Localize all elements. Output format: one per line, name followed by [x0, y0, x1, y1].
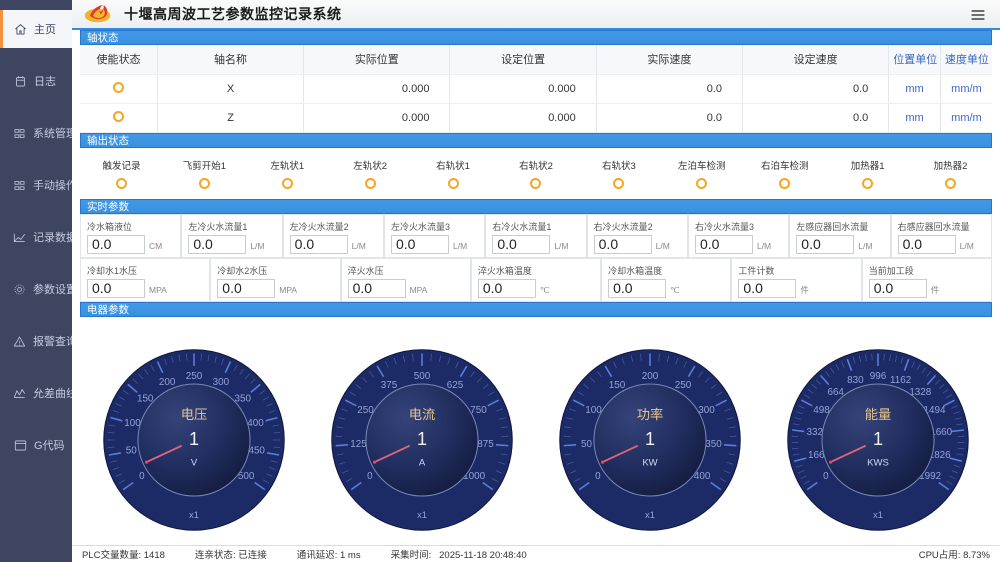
svg-text:1: 1 [873, 428, 883, 448]
svg-text:x1: x1 [189, 509, 199, 520]
svg-text:350: 350 [705, 438, 722, 449]
svg-text:0: 0 [367, 471, 373, 482]
svg-text:1: 1 [645, 428, 655, 448]
svg-text:250: 250 [675, 380, 692, 391]
svg-text:350: 350 [235, 393, 252, 404]
svg-text:0: 0 [139, 471, 145, 482]
svg-text:500: 500 [414, 370, 431, 381]
svg-text:0: 0 [823, 471, 829, 482]
svg-text:875: 875 [477, 438, 494, 449]
svg-text:100: 100 [124, 418, 141, 429]
svg-text:400: 400 [247, 418, 264, 429]
svg-text:400: 400 [694, 471, 711, 482]
svg-text:375: 375 [381, 380, 398, 391]
svg-text:750: 750 [470, 405, 487, 416]
svg-text:332: 332 [807, 427, 823, 438]
svg-text:250: 250 [186, 370, 203, 381]
svg-text:A: A [419, 457, 426, 468]
svg-text:电流: 电流 [409, 407, 436, 422]
svg-text:1: 1 [189, 428, 199, 448]
svg-text:996: 996 [870, 370, 887, 381]
svg-text:功率: 功率 [637, 406, 664, 422]
svg-text:200: 200 [159, 376, 176, 387]
svg-text:300: 300 [698, 405, 715, 416]
svg-text:V: V [191, 457, 198, 468]
svg-text:166: 166 [808, 450, 825, 461]
svg-text:200: 200 [642, 370, 659, 381]
svg-text:能量: 能量 [865, 407, 892, 422]
svg-text:x1: x1 [645, 509, 655, 520]
svg-text:1: 1 [417, 428, 427, 448]
svg-text:830: 830 [847, 375, 864, 386]
svg-text:1162: 1162 [890, 375, 911, 386]
svg-text:500: 500 [238, 471, 255, 482]
svg-text:300: 300 [213, 376, 230, 387]
svg-text:450: 450 [248, 445, 265, 456]
svg-text:150: 150 [609, 380, 626, 391]
svg-text:x1: x1 [873, 509, 883, 520]
svg-text:x1: x1 [417, 509, 427, 520]
svg-text:KWS: KWS [867, 457, 889, 468]
svg-text:电压: 电压 [181, 407, 208, 422]
svg-text:0: 0 [595, 471, 601, 482]
svg-text:125: 125 [350, 438, 367, 449]
svg-text:625: 625 [447, 380, 464, 391]
svg-text:50: 50 [581, 438, 592, 449]
svg-text:664: 664 [827, 387, 844, 398]
svg-text:50: 50 [126, 445, 137, 456]
svg-text:KW: KW [642, 457, 657, 468]
